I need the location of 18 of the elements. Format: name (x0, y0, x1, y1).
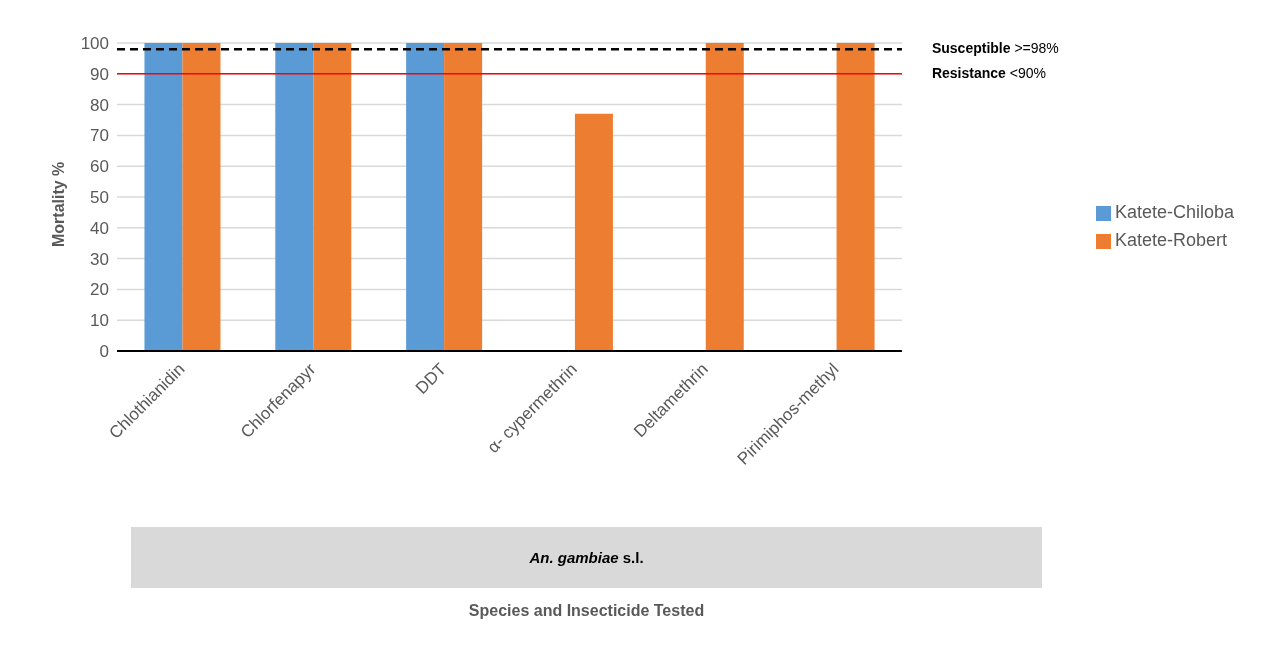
y-tick-label: 0 (99, 342, 109, 362)
y-tick-label: 90 (90, 64, 109, 84)
y-tick-label: 10 (90, 311, 109, 331)
y-tick-label: 40 (90, 218, 109, 238)
y-tick-label: 80 (90, 95, 109, 115)
y-tick-label: 30 (90, 249, 109, 269)
text: Species and Insecticide Tested (467, 602, 706, 620)
y-tick-label: 60 (90, 157, 109, 177)
text: An. gambiae s.l. (529, 549, 644, 566)
y-tick-label: 70 (90, 126, 109, 146)
y-tick-label: 50 (90, 188, 109, 208)
legend-label: Katete-Chiloba (1114, 202, 1234, 222)
ref-line-label: Resistance <90% (931, 64, 1046, 81)
y-tick-label: 100 (80, 34, 109, 54)
y-axis-title: Mortality % (49, 161, 67, 247)
ref-line-label: Susceptible >=98% (931, 39, 1059, 56)
y-tick-label: 20 (90, 280, 109, 300)
legend-label: Katete-Robert (1114, 230, 1227, 250)
